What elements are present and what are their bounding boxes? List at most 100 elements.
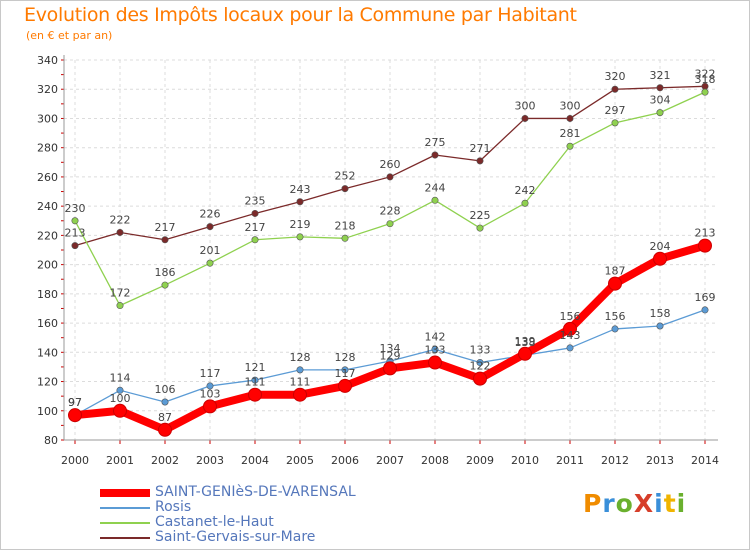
legend-label: SAINT-GENIèS-DE-VARENSAL [155,484,356,500]
data-label: 117 [335,367,356,380]
data-label: 103 [200,387,221,400]
data-point [293,387,307,402]
data-point [476,157,484,165]
data-label: 218 [335,219,356,232]
data-label: 320 [605,70,626,83]
data-point [161,398,169,406]
data-label: 217 [245,221,266,234]
data-point [251,236,259,244]
data-point [341,234,349,242]
data-label: 260 [380,158,401,171]
data-point [206,259,214,267]
y-tick-label: 120 [37,376,58,389]
data-label: 244 [425,181,446,194]
data-label: 228 [380,205,401,218]
data-point [431,196,439,204]
data-point [206,382,214,390]
y-tick-label: 160 [37,317,58,330]
data-point [158,422,172,437]
data-label: 252 [335,170,356,183]
data-point [116,302,124,310]
data-point [518,346,532,361]
data-point [431,151,439,159]
data-point [341,185,349,193]
y-tick-label: 220 [37,229,58,242]
data-label: 169 [695,291,716,304]
logo-letter: X [633,489,655,518]
data-label: 142 [425,330,446,343]
data-label: 235 [245,194,266,207]
y-tick-label: 80 [44,434,58,447]
data-point [338,378,352,393]
legend-swatch [100,522,150,524]
data-point [248,387,262,402]
data-point [296,366,304,374]
data-point [206,223,214,231]
data-label: 321 [650,69,671,82]
data-label: 111 [245,376,266,389]
logo-letter: P [583,489,603,518]
data-label: 322 [695,67,716,80]
data-labels: 213 222 217 226 235 243 252 260 275 271 300 300 320 3… [65,67,716,423]
data-label: 106 [155,383,176,396]
x-tick-label: 2000 [61,454,89,467]
data-label: 128 [290,351,311,364]
x-tick-label: 2013 [646,454,674,467]
data-label: 128 [335,351,356,364]
data-point [701,88,709,96]
data-point [296,198,304,206]
data-label: 139 [515,335,536,348]
data-label: 230 [65,202,86,215]
data-point [608,276,622,291]
x-tick-label: 2003 [196,454,224,467]
data-label: 111 [290,376,311,389]
grid [64,59,718,441]
x-tick-label: 2004 [241,454,269,467]
data-point [611,325,619,333]
logo-letter: i [676,489,687,518]
data-point [656,84,664,92]
data-label: 117 [200,367,221,380]
data-label: 300 [515,99,536,112]
chart-subtitle: (en € et par an) [26,29,113,42]
series [68,82,712,437]
legend-label: Rosis [155,499,192,515]
data-point [563,321,577,336]
data-label: 201 [200,244,221,257]
data-point [383,361,397,376]
data-point [521,114,529,122]
y-tick-label: 340 [37,54,58,67]
data-point [203,399,217,414]
data-label: 122 [470,360,491,373]
data-label: 213 [65,227,86,240]
data-label: 225 [470,209,491,222]
axes: 80 100 120 140 160 180 200 220 240 260 280 300 320 34… [37,54,719,467]
data-point [428,355,442,370]
legend-label: Castanet-le-Haut [155,514,274,530]
data-point [476,224,484,232]
data-point [521,199,529,207]
data-label: 133 [425,344,446,357]
data-point [611,119,619,127]
y-tick-label: 260 [37,171,58,184]
data-label: 217 [155,221,176,234]
data-label: 143 [560,329,581,342]
data-point [116,228,124,236]
data-label: 100 [110,392,131,405]
data-point [113,403,127,418]
data-point [701,306,709,314]
y-tick-label: 180 [37,288,58,301]
data-point [656,109,664,117]
data-point [386,173,394,181]
data-label: 138 [515,336,536,349]
data-point [698,238,712,253]
data-point [341,366,349,374]
data-label: 318 [695,73,716,86]
data-label: 134 [380,342,401,355]
proxiti-logo: ProXiti [583,489,686,518]
data-point [71,217,79,225]
data-label: 281 [560,127,581,140]
data-label: 133 [470,344,491,357]
y-tick-label: 200 [37,259,58,272]
data-label: 97 [68,396,82,409]
